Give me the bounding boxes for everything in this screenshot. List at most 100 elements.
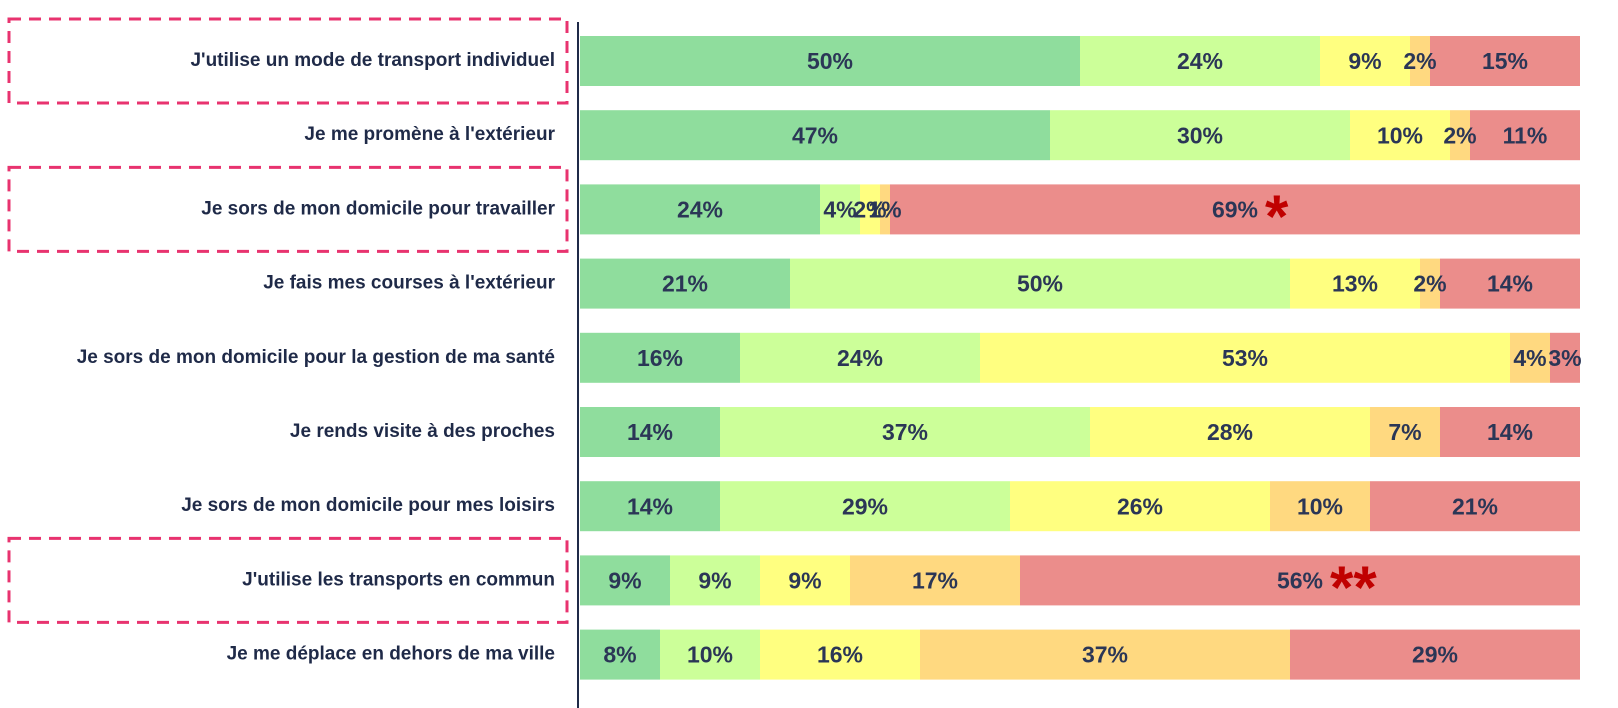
value-label: 2% [1443,122,1476,148]
value-label: 8% [603,642,636,668]
value-label: 7% [1388,419,1421,445]
value-label: 4% [1513,345,1546,371]
bar-segment [580,481,720,532]
bar-segment [920,629,1290,680]
value-label: 56% [1277,567,1323,593]
value-label: 11% [1503,122,1548,148]
bar-segment [740,332,980,383]
highlight-box [7,536,569,624]
category-label: Je sors de mon domicile pour la gestion … [77,347,555,368]
category-label: Je me promène à l'extérieur [304,124,555,145]
bar-segment [1450,110,1470,161]
value-label: 37% [882,419,928,445]
value-label: 2% [1413,271,1446,297]
bar-segment [1320,36,1410,86]
value-label: 26% [1117,493,1163,519]
value-label: 21% [662,271,708,297]
bar-segment [1370,407,1440,457]
bar-segment [580,555,670,606]
value-label: 28% [1207,419,1253,445]
category-label: Je me déplace en dehors de ma ville [227,644,555,665]
value-label: 14% [1487,419,1533,445]
value-label: 16% [637,345,683,371]
value-label: 14% [1487,271,1533,297]
value-label: 24% [837,345,883,371]
bar-segment [850,555,1020,606]
value-label: 30% [1177,122,1223,148]
value-label: 1% [868,196,901,222]
bar-segment [820,184,860,235]
category-label: Je sors de mon domicile pour mes loisirs [181,495,555,516]
value-label: 21% [1452,493,1498,519]
bar-segment [580,407,720,457]
bar-segment [860,184,880,235]
value-label: 14% [627,493,673,519]
bar-segment [720,407,1090,457]
bar-segment [1370,481,1580,532]
category-label: Je sors de mon domicile pour travailler [201,198,555,219]
bar-segment [790,258,1290,309]
category-label: Je rends visite à des proches [290,421,555,442]
value-label: 10% [687,642,733,668]
bar-segment [1510,332,1550,383]
bar-segment [1410,36,1430,86]
value-label: 2% [853,196,886,222]
bar-segment [890,184,1580,235]
bar-segment [1010,481,1270,532]
bar-segment [1090,407,1370,457]
bar-segment [1050,110,1350,161]
value-label: 9% [1348,48,1381,74]
value-label: 14% [627,419,673,445]
bar-segment [1440,258,1580,309]
value-label: 69% [1212,196,1258,222]
bar-segment [1420,258,1440,309]
bar-segment [980,332,1510,383]
bar-segment [760,629,920,680]
value-label: 29% [842,493,888,519]
value-label: 9% [608,567,641,593]
value-label: 13% [1332,271,1378,297]
value-label: 10% [1377,122,1423,148]
bar-segment [580,110,1050,161]
bar-segment [720,481,1010,532]
value-label: 3% [1548,345,1581,371]
bar-segment [1020,555,1580,606]
bar-segment [580,184,820,235]
value-label: 4% [823,196,856,222]
value-label: 9% [698,567,731,593]
value-label: 24% [677,196,723,222]
bar-segment [1080,36,1320,86]
bar-segment [670,555,760,606]
bar-segment [1290,629,1580,680]
bar-segment [880,184,890,235]
bar-segment [1430,36,1580,86]
value-label: 16% [817,642,863,668]
bar-segment [1350,110,1450,161]
bar-segment [1470,110,1580,161]
value-label: 15% [1482,48,1528,74]
annotation-mark: ** [1330,554,1377,621]
bar-segment [1290,258,1420,309]
value-label: 24% [1177,48,1223,74]
bar-segment [580,332,740,383]
annotation-mark: * [1265,183,1289,250]
category-label: J'utilise un mode de transport individue… [190,50,555,71]
bar-segment [580,629,660,680]
highlight-box [7,165,569,253]
bar-segment [580,36,1080,86]
bar-segment [760,555,850,606]
bar-segment [660,629,760,680]
value-label: 53% [1222,345,1268,371]
bar-segment [1270,481,1370,532]
value-label: 10% [1297,493,1343,519]
category-label: J'utilise les transports en commun [242,569,555,590]
value-label: 2% [1403,48,1436,74]
bar-segment [1440,407,1580,457]
value-label: 17% [912,567,958,593]
value-label: 29% [1412,642,1458,668]
value-label: 9% [788,567,821,593]
bar-segment [580,258,790,309]
value-label: 47% [792,122,838,148]
category-label: Je fais mes courses à l'extérieur [263,273,555,294]
